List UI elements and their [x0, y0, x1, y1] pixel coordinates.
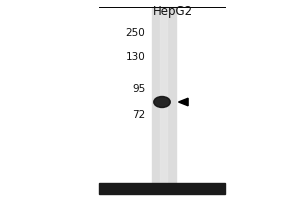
Bar [99, 183, 225, 194]
Text: 130: 130 [126, 52, 146, 62]
Text: 95: 95 [132, 84, 146, 94]
Ellipse shape [154, 97, 170, 108]
Bar [152, 7, 176, 183]
Text: 250: 250 [126, 28, 146, 38]
Text: HepG2: HepG2 [152, 4, 193, 18]
Text: 72: 72 [132, 110, 146, 120]
Polygon shape [178, 98, 188, 106]
Bar [160, 7, 167, 183]
